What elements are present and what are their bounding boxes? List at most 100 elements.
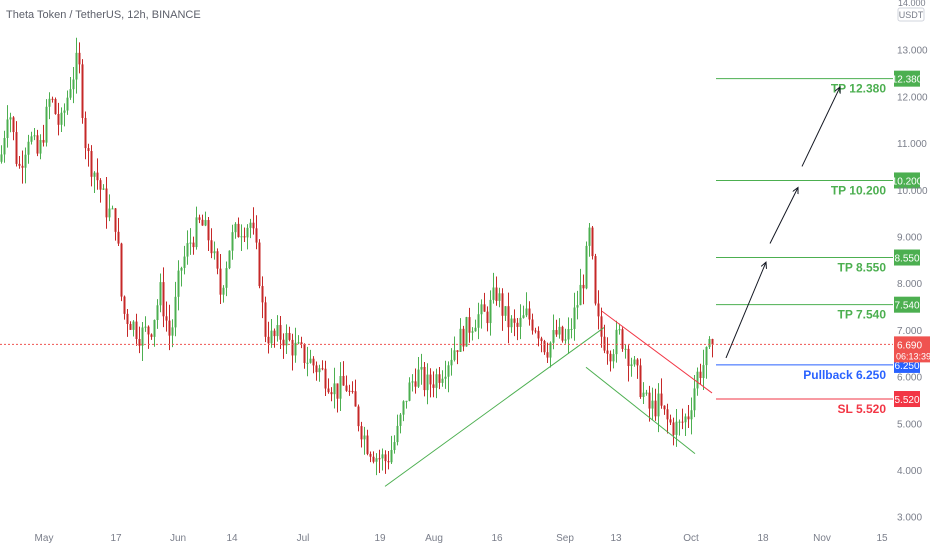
candle-body [84,117,87,149]
candle-body [168,320,171,336]
target-levels: TP 12.380 12.380 TP 10.200 10.200 TP 8.550 8.… [716,70,923,416]
candle-body [522,315,525,318]
candle-body [96,172,99,181]
candle-body [339,376,342,399]
candle-body [57,114,60,125]
candle-body [315,365,318,373]
candle-body [156,305,159,320]
candle-body [540,338,543,342]
candle-body [87,148,90,152]
candle-body [249,222,252,228]
candle-body [204,220,207,226]
candle-body [33,135,36,137]
candle-body [450,359,453,366]
tp1-price-tag [894,296,920,313]
candle-body [345,385,348,391]
candle-body [243,236,246,238]
candle-body [483,304,486,312]
candle-body [411,381,414,383]
candle-body [642,392,645,398]
candle-body [555,330,558,335]
candle-body [441,378,444,383]
candle-body [492,287,495,300]
candle-body [45,106,48,143]
candle-body [597,303,600,317]
symbol-name: Theta Token / TetherUS [6,9,122,21]
candle-body [474,327,477,332]
candle-body [39,139,42,154]
time-axis[interactable]: May 17 Jun 14 Jul 19 Aug 16 Sep 13 Oct 18 Nov 15 [35,533,888,544]
candle-body [303,344,306,363]
candle-body [225,268,228,288]
candle-body [645,392,648,394]
candle-body [612,354,615,362]
candle-body [189,242,192,244]
time-tick-label: 19 [374,533,386,544]
candle-body [66,97,69,111]
candle-body [90,151,93,177]
candle-body [537,330,540,339]
candle-body [165,316,168,321]
candle-body [192,242,195,248]
candle-body [213,251,216,254]
candle-body [459,328,462,352]
projection-arrows [725,87,840,359]
candle-body [9,117,12,120]
candle-body [246,227,249,238]
candle-body [324,368,327,389]
candle-body [120,243,123,297]
time-tick-label: 17 [110,533,122,544]
candle-body [684,416,687,423]
candle-body [615,329,618,355]
candle-body [48,98,51,107]
candle-body [378,458,381,460]
candle-body [258,242,261,287]
candle-body [270,330,273,344]
price-tick-label: 13.000 [897,46,928,57]
candle-body [651,400,654,409]
candle-body [426,374,429,391]
candle-body [105,188,108,218]
candle-body [129,323,132,330]
candle-body [666,409,669,420]
candle-body [69,89,72,98]
candle-body [336,383,339,399]
candle-body [210,240,213,254]
candle-body [573,307,576,329]
time-tick-label: 18 [757,533,769,544]
exchange-label: BINANCE [151,9,201,21]
candle-body [207,220,210,241]
candle-body [699,371,702,379]
candle-body [351,390,354,392]
candle-body [297,342,300,344]
price-tick-label: 4.000 [897,466,922,477]
candle-body [141,327,144,346]
candle-body [51,98,54,100]
candle-body [438,374,441,383]
price-tick-label: 9.000 [897,233,922,244]
candle-body [528,308,531,320]
candle-body [159,282,162,306]
candle-body [435,374,438,388]
candle-body [117,231,120,244]
candle-body [549,342,552,358]
candle-body [267,336,270,344]
candle-body [468,317,471,333]
candle-body [309,358,312,363]
candle-body [678,421,681,423]
time-tick-label: May [35,533,54,544]
candle-body [633,359,636,365]
candle-body [525,308,528,316]
candle-body [495,287,498,301]
candle-body [234,223,237,233]
time-tick-label: 16 [491,533,503,544]
candle-body [186,243,189,257]
candle-body [183,256,186,268]
candle-body [462,328,465,347]
price-axis[interactable]: 14.000 USDT 13.000 12.000 11.000 10.000 9.000 8… [894,0,931,524]
candle-body [264,302,267,337]
candle-body [282,339,285,346]
candle-body [171,327,174,336]
candle-body [228,250,231,269]
